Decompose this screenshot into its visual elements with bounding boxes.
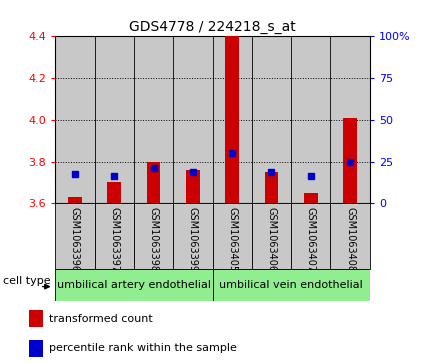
Text: cell type: cell type <box>3 276 51 286</box>
FancyBboxPatch shape <box>55 203 94 269</box>
Bar <box>343 118 357 203</box>
Text: percentile rank within the sample: percentile rank within the sample <box>49 343 237 353</box>
Text: GSM1063407: GSM1063407 <box>306 207 316 272</box>
Bar <box>304 193 317 203</box>
FancyBboxPatch shape <box>94 203 134 269</box>
FancyBboxPatch shape <box>134 203 173 269</box>
Bar <box>134 36 173 203</box>
Bar <box>212 36 252 203</box>
Text: umbilical vein endothelial: umbilical vein endothelial <box>219 280 363 290</box>
Bar <box>55 36 94 203</box>
Bar <box>265 172 278 203</box>
FancyBboxPatch shape <box>55 269 212 301</box>
FancyBboxPatch shape <box>291 203 331 269</box>
Text: GSM1063406: GSM1063406 <box>266 207 277 272</box>
Text: GSM1063397: GSM1063397 <box>109 207 119 272</box>
Bar <box>94 36 134 203</box>
Text: GSM1063408: GSM1063408 <box>345 207 355 272</box>
FancyBboxPatch shape <box>252 203 291 269</box>
Text: GSM1063398: GSM1063398 <box>148 207 159 272</box>
FancyBboxPatch shape <box>212 269 370 301</box>
Bar <box>173 36 212 203</box>
Bar <box>29 310 43 327</box>
Bar <box>29 339 43 357</box>
Bar <box>108 182 121 203</box>
FancyBboxPatch shape <box>173 203 212 269</box>
Text: transformed count: transformed count <box>49 314 153 323</box>
Bar <box>252 36 291 203</box>
Bar <box>68 197 82 203</box>
FancyBboxPatch shape <box>212 203 252 269</box>
Text: umbilical artery endothelial: umbilical artery endothelial <box>57 280 211 290</box>
Title: GDS4778 / 224218_s_at: GDS4778 / 224218_s_at <box>129 20 296 34</box>
Bar <box>147 162 160 203</box>
FancyBboxPatch shape <box>331 203 370 269</box>
Bar <box>330 36 370 203</box>
Bar <box>186 170 200 203</box>
Bar <box>291 36 330 203</box>
Bar <box>225 36 239 203</box>
Text: GSM1063396: GSM1063396 <box>70 207 80 272</box>
Text: GSM1063399: GSM1063399 <box>188 207 198 272</box>
Text: GSM1063405: GSM1063405 <box>227 207 237 272</box>
